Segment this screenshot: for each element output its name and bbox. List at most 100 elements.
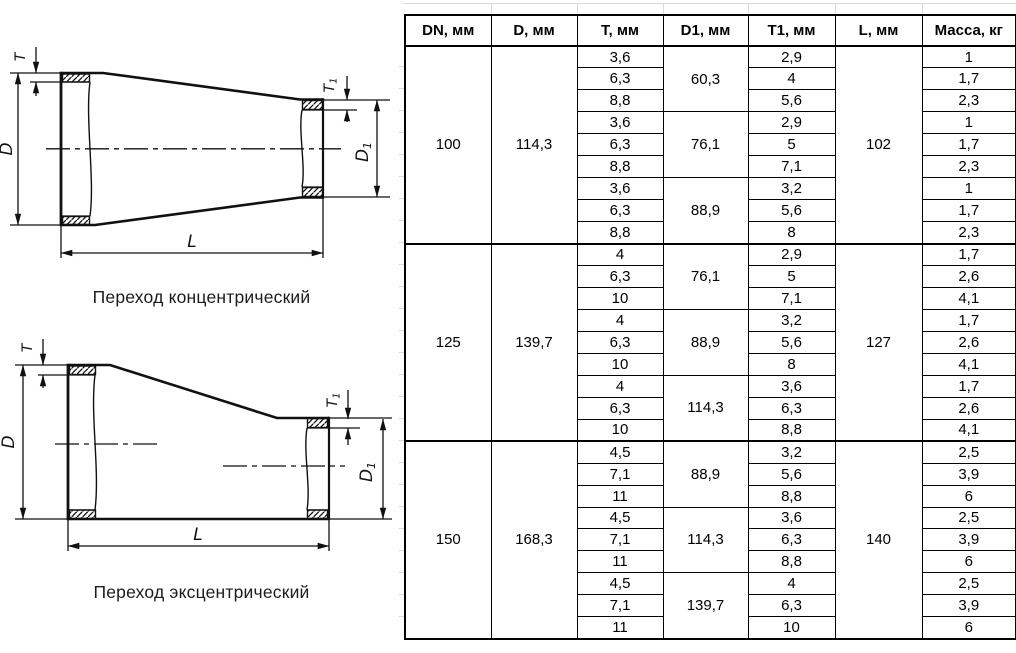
t-cell: 7,1 bbox=[576, 594, 664, 618]
d1-cell: 60,3 bbox=[662, 45, 749, 113]
t1-cell: 6,3 bbox=[747, 396, 836, 420]
d1-cell: 88,9 bbox=[662, 177, 749, 245]
gridline-artifact bbox=[403, 3, 1016, 4]
t1-cell: 4 bbox=[747, 67, 836, 91]
t-cell: 3,6 bbox=[576, 177, 664, 201]
mass-cell: 1,7 bbox=[921, 374, 1016, 398]
mass-cell: 1 bbox=[921, 177, 1016, 201]
table-row: 4,5 114,3 3,6 2,5 bbox=[405, 506, 1016, 574]
dim-label-l: L bbox=[187, 232, 196, 252]
gridline-artifact bbox=[399, 45, 404, 638]
t1-cell: 8,8 bbox=[747, 550, 836, 574]
t1-cell: 3,6 bbox=[747, 506, 836, 530]
t-cell: 8,8 bbox=[576, 155, 664, 179]
t-cell: 3,6 bbox=[576, 111, 664, 135]
dimensions bbox=[14, 47, 381, 257]
spec-table: DN, мм D, мм T, мм D1, мм T1, мм L, мм М… bbox=[404, 14, 1016, 640]
dim-label-t1: T1 bbox=[322, 78, 340, 93]
mass-cell: 6 bbox=[921, 550, 1016, 574]
header-row: DN, мм D, мм T, мм D1, мм T1, мм L, мм М… bbox=[404, 14, 1016, 47]
table-row: 4 114,3 3,6 1,7 bbox=[405, 374, 1016, 442]
dim-label-d: D bbox=[0, 142, 17, 155]
dn-cell: 150 bbox=[404, 440, 492, 640]
mass-cell: 3,9 bbox=[921, 594, 1016, 618]
t1-cell: 6,3 bbox=[747, 528, 836, 552]
d-cell: 168,3 bbox=[490, 440, 578, 640]
t1-cell: 2,9 bbox=[747, 45, 836, 69]
table-row: 7,1 6,3 3,9 bbox=[405, 594, 1016, 618]
gridline-artifact bbox=[922, 3, 923, 14]
mass-cell: 2,5 bbox=[921, 572, 1016, 596]
concentric-caption: Переход концентрический bbox=[92, 287, 311, 307]
t1-cell: 2,9 bbox=[747, 111, 836, 135]
table-row: 11 8,8 6 bbox=[405, 484, 1016, 508]
mass-cell: 1,7 bbox=[921, 199, 1016, 223]
table-row: 11 8,8 6 bbox=[405, 550, 1016, 574]
t-cell: 8,8 bbox=[576, 221, 664, 245]
t-cell: 7,1 bbox=[576, 462, 664, 486]
table-row: 8,8 7,1 2,3 bbox=[405, 155, 1016, 179]
dim-label-t1: T1 bbox=[325, 393, 343, 408]
gridline-artifact bbox=[663, 3, 664, 14]
t-cell: 6,3 bbox=[576, 265, 664, 288]
t1-cell: 2,9 bbox=[747, 242, 836, 267]
mass-cell: 2,6 bbox=[921, 265, 1016, 288]
t1-cell: 10 bbox=[747, 616, 836, 640]
header-cell-t: T, мм bbox=[576, 14, 664, 47]
mass-cell: 2,3 bbox=[921, 89, 1016, 113]
mass-cell: 1,7 bbox=[921, 308, 1016, 332]
t1-cell: 7,1 bbox=[747, 155, 836, 179]
t1-cell: 5 bbox=[747, 265, 836, 288]
mass-cell: 3,9 bbox=[921, 462, 1016, 486]
dim-label-l: L bbox=[193, 525, 202, 545]
mass-cell: 2,3 bbox=[921, 155, 1016, 179]
t-cell: 3,6 bbox=[576, 45, 664, 69]
spec-table-header: DN, мм D, мм T, мм D1, мм T1, мм L, мм М… bbox=[404, 14, 1016, 47]
t-cell: 10 bbox=[576, 286, 664, 310]
t1-cell: 8 bbox=[747, 352, 836, 376]
d1-cell: 76,1 bbox=[662, 242, 749, 310]
t1-cell: 8,8 bbox=[747, 484, 836, 508]
wall-hatching bbox=[61, 73, 324, 226]
mass-cell: 3,9 bbox=[921, 528, 1016, 552]
t1-cell: 5,6 bbox=[747, 89, 836, 113]
pipe-outline bbox=[66, 363, 331, 521]
table-row: 7,1 6,3 3,9 bbox=[405, 528, 1016, 552]
header-cell-d1: D1, мм bbox=[662, 14, 749, 47]
t1-cell: 3,2 bbox=[747, 308, 836, 332]
dn-cell: 100 bbox=[404, 45, 492, 245]
mass-cell: 2,6 bbox=[921, 396, 1016, 420]
d1-cell: 139,7 bbox=[662, 572, 749, 640]
t-cell: 4,5 bbox=[576, 440, 664, 464]
table-row: 4,5 139,7 4 2,5 bbox=[405, 572, 1016, 640]
mass-cell: 2,6 bbox=[921, 330, 1016, 354]
l-cell: 127 bbox=[834, 242, 923, 442]
t-cell: 10 bbox=[576, 418, 664, 442]
dim-label-d1: D1 bbox=[353, 142, 374, 162]
eccentric-reducer-drawing: D D1 L T T1 bbox=[0, 339, 392, 551]
spec-table-container: DN, мм D, мм T, мм D1, мм T1, мм L, мм М… bbox=[404, 14, 1016, 640]
dim-label-t: T bbox=[13, 51, 29, 61]
dimensions bbox=[19, 339, 387, 550]
t1-cell: 3,2 bbox=[747, 177, 836, 201]
table-row: 10 8 4,1 bbox=[405, 352, 1016, 376]
table-row: 8,8 8 2,3 bbox=[405, 221, 1016, 245]
t-cell: 8,8 bbox=[576, 89, 664, 113]
t1-cell: 5,6 bbox=[747, 199, 836, 223]
gridline-artifact bbox=[748, 3, 749, 14]
l-cell: 102 bbox=[834, 45, 923, 245]
t1-cell: 4 bbox=[747, 572, 836, 596]
d1-cell: 114,3 bbox=[662, 506, 749, 574]
l-cell: 140 bbox=[834, 440, 923, 640]
t-cell: 11 bbox=[576, 484, 664, 508]
mass-cell: 1,7 bbox=[921, 133, 1016, 157]
diagrams-panel: D D1 L T T1 Переход концентрический bbox=[0, 0, 403, 653]
dim-label-t: T bbox=[20, 342, 36, 352]
t-cell: 11 bbox=[576, 616, 664, 640]
mass-cell: 1,7 bbox=[921, 242, 1016, 267]
gridline-artifact bbox=[491, 3, 492, 14]
mass-cell: 2,5 bbox=[921, 440, 1016, 464]
gridline-artifact bbox=[835, 3, 836, 14]
wall-hatching bbox=[68, 365, 329, 520]
